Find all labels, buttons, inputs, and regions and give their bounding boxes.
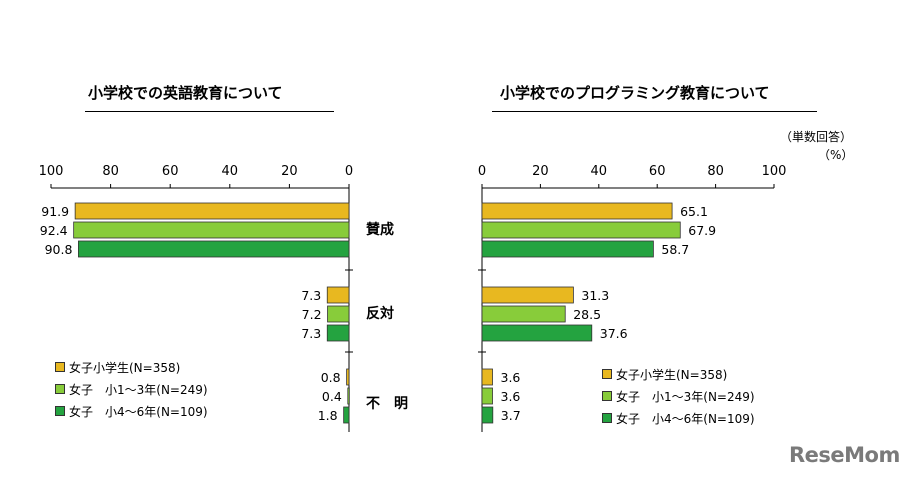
legend-label: 女子小学生(N=358) <box>69 360 181 375</box>
data-label: 37.6 <box>600 326 628 341</box>
data-label: 91.9 <box>41 204 69 219</box>
data-label: 7.3 <box>301 326 321 341</box>
left-chart-title: 小学校での英語教育について <box>88 84 283 102</box>
legend-swatch <box>55 384 65 394</box>
right-chart-title: 小学校でのプログラミング教育について <box>500 84 770 102</box>
unit-percent: （%） <box>818 148 854 162</box>
data-label: 7.2 <box>302 307 322 322</box>
bar <box>481 406 494 424</box>
bar <box>346 368 350 386</box>
legend-item: 女子小学生(N=358) <box>55 356 208 378</box>
bar <box>481 240 654 258</box>
data-label: 0.4 <box>322 389 342 404</box>
bar <box>481 324 593 342</box>
legend-label: 女子 小1～3年(N=249) <box>69 382 208 397</box>
left-legend: 女子小学生(N=358) 女子 小1～3年(N=249) 女子 小4～6年(N=… <box>55 356 208 422</box>
bar <box>326 324 350 342</box>
legend-label: 女子 小4～6年(N=109) <box>69 404 208 419</box>
data-label: 67.9 <box>688 223 716 238</box>
resemom-logo: ReseMom <box>789 443 899 467</box>
data-label: 92.4 <box>40 223 68 238</box>
unit-label: （単数回答） <box>780 130 853 144</box>
data-label: 3.6 <box>501 370 521 385</box>
right-title-underline <box>492 111 817 112</box>
x-tick-label: 20 <box>281 164 298 179</box>
x-tick-label: 80 <box>707 164 724 179</box>
x-tick-label: 60 <box>162 164 179 179</box>
data-label: 1.8 <box>318 408 338 423</box>
data-label: 7.3 <box>301 288 321 303</box>
category-label: 反対 <box>366 305 394 322</box>
bar <box>73 221 350 239</box>
category-label: 賛成 <box>366 221 394 238</box>
x-tick-label: 40 <box>222 164 239 179</box>
x-tick-label: 40 <box>591 164 608 179</box>
data-label: 3.7 <box>501 408 521 423</box>
bar <box>78 240 350 258</box>
x-tick-label: 60 <box>649 164 666 179</box>
legend-item: 女子 小4～6年(N=109) <box>55 400 208 422</box>
bar <box>347 387 350 405</box>
bar <box>327 305 350 323</box>
x-tick-label: 20 <box>532 164 549 179</box>
bar <box>326 286 350 304</box>
data-label: 90.8 <box>45 242 73 257</box>
data-label: 31.3 <box>581 288 609 303</box>
left-title-underline <box>85 111 334 112</box>
legend-swatch <box>55 406 65 416</box>
legend-label: 女子小学生(N=358) <box>616 367 728 382</box>
legend-item: 女子 小4～6年(N=109) <box>602 407 755 429</box>
x-tick-label: 0 <box>345 164 353 179</box>
bar <box>74 202 350 220</box>
bar <box>481 202 673 220</box>
bar <box>481 286 574 304</box>
legend-label: 女子 小4～6年(N=109) <box>616 411 755 426</box>
bar <box>481 387 493 405</box>
bar <box>481 221 681 239</box>
legend-item: 女子 小1～3年(N=249) <box>602 385 755 407</box>
legend-item: 女子小学生(N=358) <box>602 363 755 385</box>
legend-swatch <box>602 391 612 401</box>
x-tick-label: 0 <box>478 164 486 179</box>
legend-swatch <box>55 362 65 372</box>
data-label: 58.7 <box>661 242 689 257</box>
right-legend: 女子小学生(N=358) 女子 小1～3年(N=249) 女子 小4～6年(N=… <box>602 363 755 429</box>
data-label: 28.5 <box>573 307 601 322</box>
bar <box>343 406 350 424</box>
bar <box>481 305 566 323</box>
x-tick-label: 100 <box>762 164 787 179</box>
x-tick-label: 100 <box>39 164 64 179</box>
data-label: 65.1 <box>680 204 708 219</box>
x-tick-label: 80 <box>102 164 119 179</box>
category-label: 不 明 <box>366 396 408 412</box>
legend-swatch <box>602 369 612 379</box>
data-label: 0.8 <box>321 370 341 385</box>
legend-item: 女子 小1～3年(N=249) <box>55 378 208 400</box>
bar <box>481 368 493 386</box>
legend-label: 女子 小1～3年(N=249) <box>616 389 755 404</box>
data-label: 3.6 <box>501 389 521 404</box>
legend-swatch <box>602 413 612 423</box>
